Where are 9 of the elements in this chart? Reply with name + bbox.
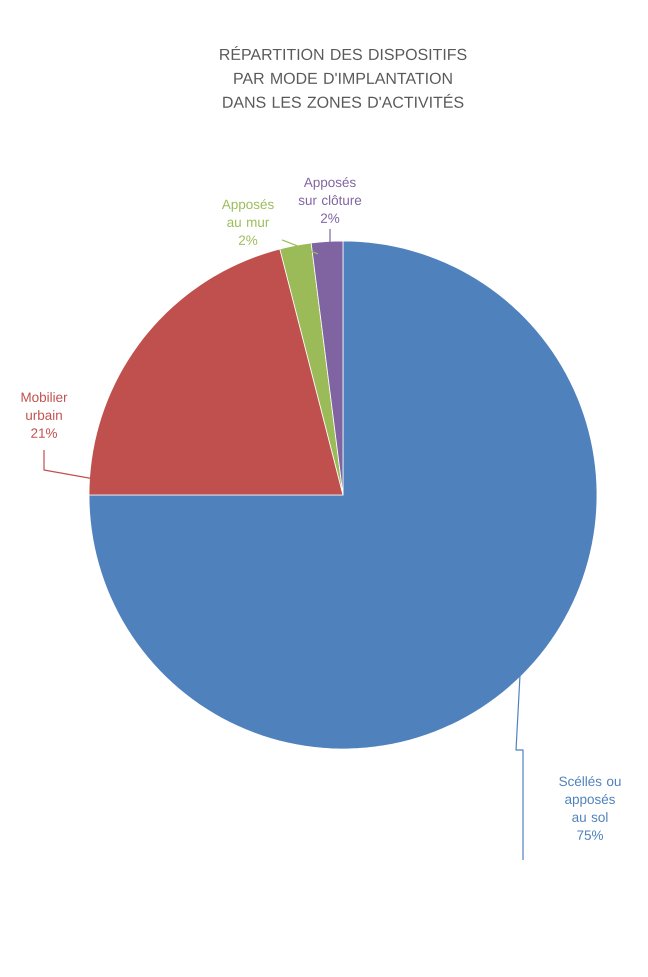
slice-label: Apposés sur clôture — [298, 177, 362, 206]
slice-label: Apposés au mur — [222, 199, 274, 228]
data-label: 21% — [31, 428, 57, 438]
data-label: 2% — [320, 213, 340, 223]
data-label: 2% — [238, 235, 258, 245]
slice-label: Scéllés ou apposés au sol — [559, 776, 621, 822]
chart-title: RÉPARTITION DES DISPOSITIFS PAR MODE D'IMPLANTATION DANS LES ZONES D'ACTIVITÉS — [220, 46, 466, 108]
slice-label: Mobilier urbain — [22, 392, 68, 420]
data-label: 75% — [577, 830, 603, 840]
